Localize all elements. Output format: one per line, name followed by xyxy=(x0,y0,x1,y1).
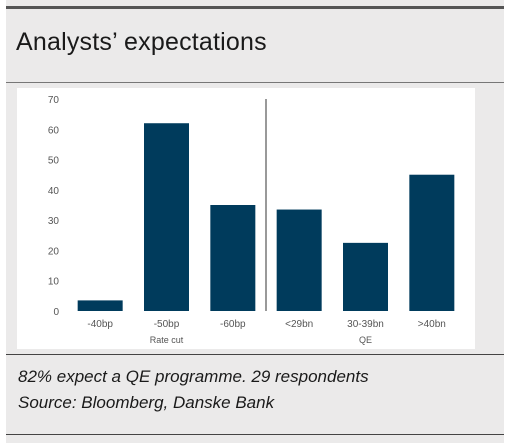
x-tick-label-4: 30-39bn xyxy=(347,319,384,330)
y-tick-label-1: 10 xyxy=(48,277,60,288)
note-respondents: 82% expect a QE programme. 29 respondent… xyxy=(18,367,369,386)
group-label-0: Rate cut xyxy=(150,335,184,345)
y-tick-label-7: 70 xyxy=(48,95,60,106)
x-tick-label-3: <29bn xyxy=(285,319,313,330)
top-rule xyxy=(6,6,504,9)
y-tick-label-0: 0 xyxy=(53,307,59,318)
bar-5 xyxy=(409,174,455,311)
y-tick-label-6: 60 xyxy=(48,125,60,136)
x-tick-label-1: -50bp xyxy=(154,319,180,330)
chart-title: Analysts’ expectations xyxy=(16,28,267,56)
bar-0 xyxy=(77,300,123,311)
bar-4 xyxy=(343,242,388,311)
bar-chart: 0 10 20 30 40 50 60 70 -40bp -50bp -60bp <29bn 30-39… xyxy=(48,95,455,345)
source-line: Source: Bloomberg, Danske Bank xyxy=(18,393,275,412)
x-tick-label-2: -60bp xyxy=(220,319,246,330)
figure-panel: Analysts’ expectations 0 10 20 30 40 50 60 70 -4… xyxy=(6,0,504,443)
notes-rule xyxy=(6,354,504,355)
y-tick-label-3: 30 xyxy=(48,216,60,227)
bar-1 xyxy=(144,123,189,311)
group-label-1: QE xyxy=(359,335,372,345)
notes: 82% expect a QE programme. 29 respondent… xyxy=(18,364,369,416)
bottom-rule xyxy=(6,434,504,435)
x-tick-label-0: -40bp xyxy=(87,319,113,330)
y-tick-label-4: 40 xyxy=(48,186,60,197)
bar-2 xyxy=(210,205,256,311)
y-tick-label-2: 20 xyxy=(48,246,60,257)
bar-3 xyxy=(276,209,322,311)
chart-area: 0 10 20 30 40 50 60 70 -40bp -50bp -60bp <29bn 30-39… xyxy=(17,88,475,349)
y-tick-label-5: 50 xyxy=(48,156,60,167)
title-rule xyxy=(6,82,504,83)
x-tick-label-5: >40bn xyxy=(418,319,446,330)
